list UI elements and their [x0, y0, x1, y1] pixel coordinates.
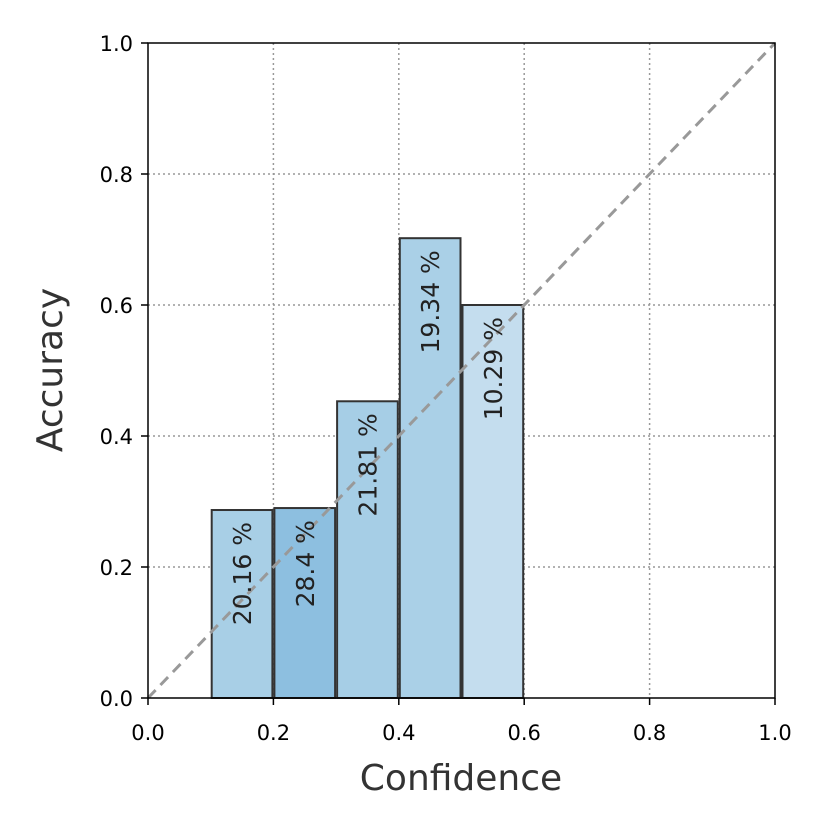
x-tick-label: 0.6 — [507, 721, 540, 745]
diagonal-reference — [146, 41, 777, 700]
x-tick-label: 0.2 — [257, 721, 290, 745]
bar-bin-3 — [336, 400, 399, 699]
y-tick-label: 0.8 — [100, 163, 133, 187]
x-tick-label: 0.8 — [633, 721, 666, 745]
axis-ticks: 0.0 0.2 0.4 0.6 0.8 1.0 0.0 0.2 0.4 0.6 0.8 1.0 — [100, 32, 792, 745]
bar-label-4: 19.34 % — [416, 250, 445, 353]
bar-labels: 20.16 % 28.4 % 21.81 % 19.34 % 10.29 % — [228, 250, 508, 625]
y-tick-label: 1.0 — [100, 32, 133, 56]
x-axis-title: Confidence — [360, 758, 562, 799]
y-axis-title: Accuracy — [30, 288, 71, 452]
y-tick-label: 0.4 — [100, 425, 133, 449]
bar-label-5: 10.29 % — [479, 317, 508, 420]
x-tick-label: 1.0 — [758, 721, 791, 745]
bar-bin-2 — [273, 507, 337, 699]
y-tick-label: 0.0 — [100, 687, 133, 711]
perfect-calibration-line — [146, 41, 777, 700]
bar-label-1: 20.16 % — [228, 522, 257, 625]
x-tick-label: 0.4 — [382, 721, 415, 745]
y-tick-label: 0.2 — [100, 556, 133, 580]
plot-frame — [147, 42, 776, 699]
x-tick-label: 0.0 — [131, 721, 164, 745]
bar-label-2: 28.4 % — [291, 520, 320, 607]
bar-bin-4 — [398, 237, 462, 699]
bar-label-3: 21.81 % — [353, 413, 382, 516]
y-tick-label: 0.6 — [100, 294, 133, 318]
